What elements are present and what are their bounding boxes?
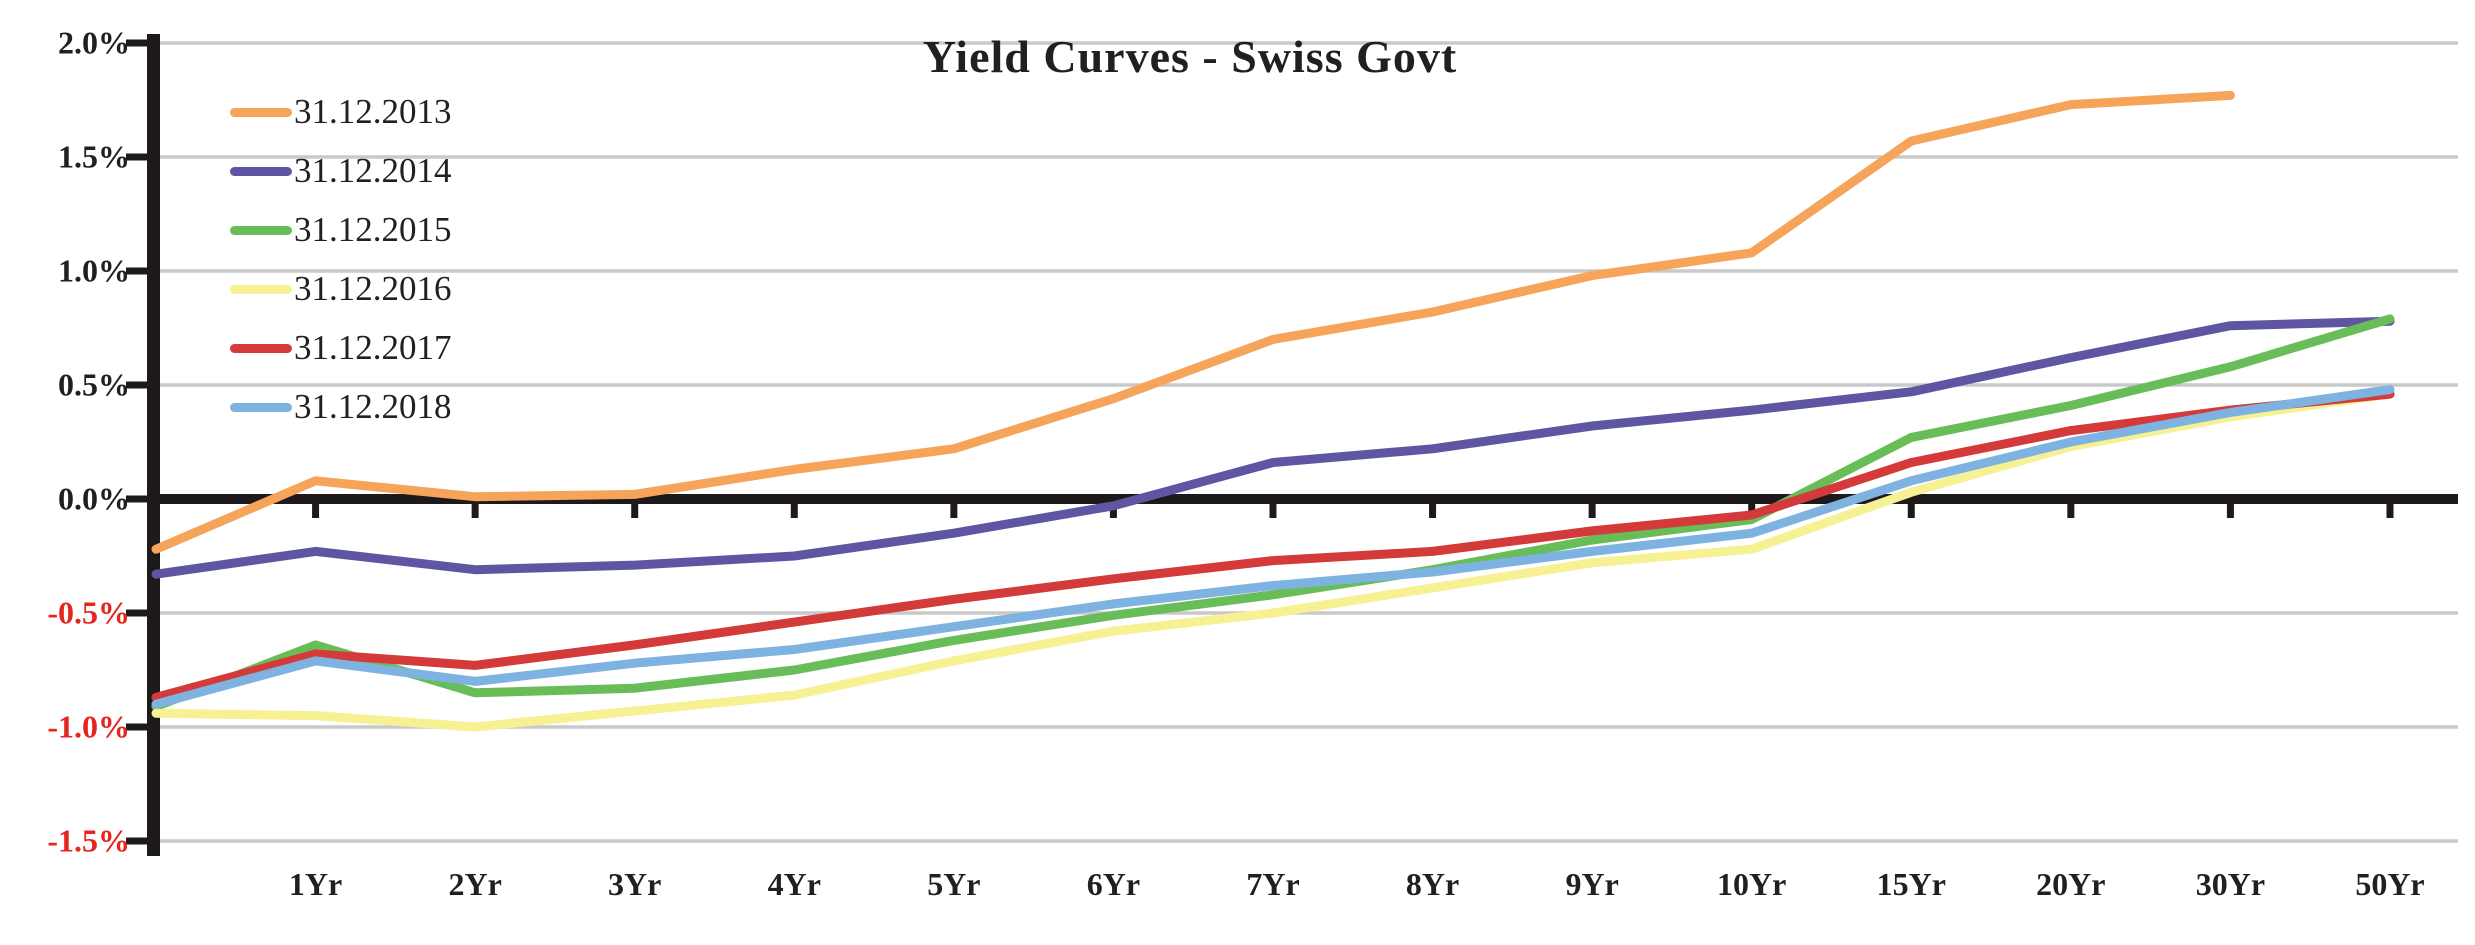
y-tick <box>126 609 160 617</box>
series-line-2014 <box>151 316 2395 579</box>
y-axis-tick-label: -1.0% <box>47 708 130 745</box>
series-line-2018 <box>151 385 2395 709</box>
x-axis-tick-label: 2Yr <box>448 866 502 902</box>
y-axis-tick-label: 1.0% <box>58 252 130 289</box>
y-tick <box>126 495 160 503</box>
series-line-2015 <box>151 314 2395 711</box>
x-tick <box>471 497 479 518</box>
x-tick <box>1429 497 1437 518</box>
legend-item-2016: 31.12.2016 <box>230 267 452 311</box>
x-axis-tick-label: 4Yr <box>767 866 821 902</box>
x-tick <box>631 497 639 518</box>
x-tick <box>1748 497 1756 518</box>
legend-label: 31.12.2013 <box>294 92 452 131</box>
legend-swatch-2013 <box>230 107 292 117</box>
legend-label: 31.12.2015 <box>294 210 452 249</box>
y-tick <box>126 267 160 275</box>
legend-label: 31.12.2018 <box>294 387 452 426</box>
legend-swatch-2016 <box>230 284 292 294</box>
legend-item-2013: 31.12.2013 <box>230 90 452 134</box>
y-axis-tick-label: 2.0% <box>58 24 130 61</box>
y-axis-tick-label: 0.5% <box>58 366 130 403</box>
legend-swatch-2015 <box>230 225 292 235</box>
legend-label: 31.12.2016 <box>294 269 452 308</box>
chart-title: Yield Curves - Swiss Govt <box>922 31 1458 82</box>
y-tick <box>126 381 160 389</box>
series-line-2016 <box>151 389 2395 732</box>
x-tick <box>790 497 798 518</box>
y-axis-tick-label: -1.5% <box>47 822 130 859</box>
x-tick <box>312 497 320 518</box>
x-axis-tick-label: 3Yr <box>608 866 662 902</box>
y-axis-tick-label: 1.5% <box>58 138 130 175</box>
y-axis-tick-label: -0.5% <box>47 594 130 631</box>
x-axis-tick-label: 9Yr <box>1565 866 1619 902</box>
x-axis-tick-label: 8Yr <box>1405 866 1460 902</box>
y-tick <box>126 837 160 845</box>
y-axis-tick-label: 0.0% <box>58 480 130 517</box>
legend-label: 31.12.2017 <box>294 328 452 367</box>
legend-swatch-2018 <box>230 402 292 412</box>
legend-item-2015: 31.12.2015 <box>230 208 452 252</box>
x-tick <box>1588 497 1596 518</box>
x-tick <box>2067 497 2075 518</box>
y-tick <box>126 153 160 161</box>
x-tick <box>950 497 958 518</box>
legend-item-2018: 31.12.2018 <box>230 385 452 429</box>
legend-label: 31.12.2014 <box>294 151 452 190</box>
y-axis-line <box>147 34 160 856</box>
x-tick <box>1907 497 1915 518</box>
legend-item-2017: 31.12.2017 <box>230 326 452 370</box>
x-axis-tick-label: 6Yr <box>1086 866 1141 902</box>
x-axis-tick-label: 15Yr <box>1876 866 1946 902</box>
legend-swatch-2017 <box>230 343 292 353</box>
y-tick <box>126 723 160 731</box>
x-axis-tick-label: 30Yr <box>2195 866 2266 902</box>
x-axis-tick-label: 5Yr <box>927 866 981 902</box>
x-tick <box>1269 497 1277 518</box>
x-tick <box>2386 497 2394 518</box>
x-tick <box>2226 497 2234 518</box>
y-tick <box>126 39 160 47</box>
series-line-2017 <box>151 389 2395 702</box>
legend-item-2014: 31.12.2014 <box>230 149 452 193</box>
x-axis-tick-label: 10Yr <box>1717 866 1787 902</box>
x-axis-tick-label: 20Yr <box>2036 866 2106 902</box>
x-axis-tick-label: 7Yr <box>1246 866 1300 902</box>
x-axis-tick-label: 50Yr <box>2355 866 2425 902</box>
x-axis-tick-label: 1Yr <box>288 866 343 902</box>
legend-swatch-2014 <box>230 166 292 176</box>
series-line-2013 <box>151 90 2235 554</box>
